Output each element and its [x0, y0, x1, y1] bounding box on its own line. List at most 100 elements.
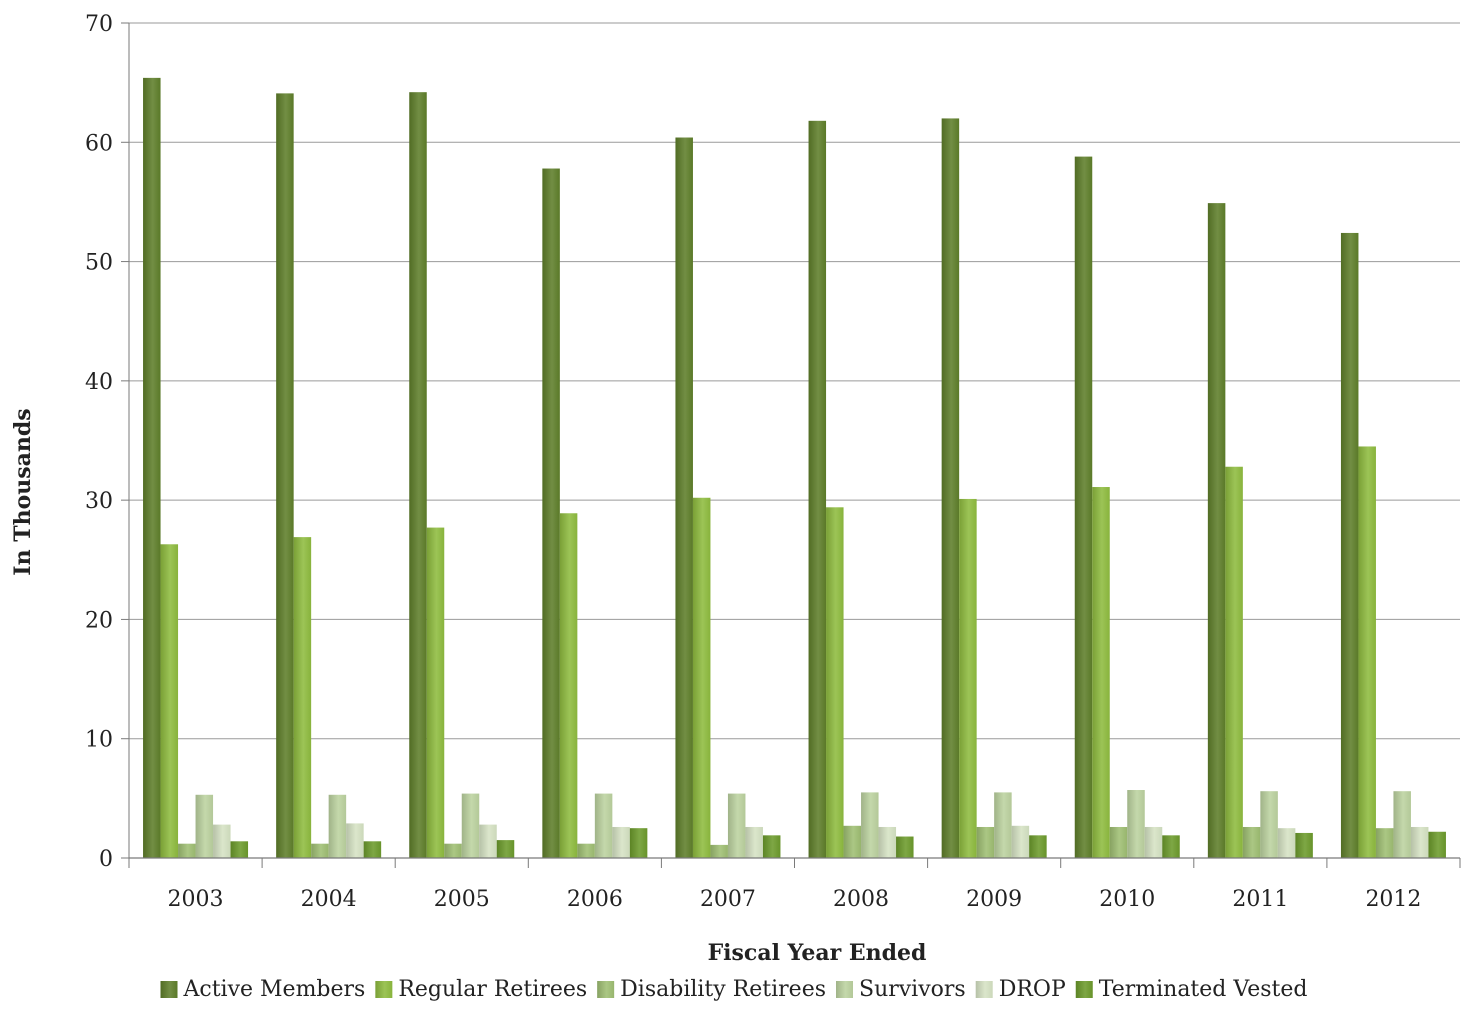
- bar-regular-retirees-2005: [426, 527, 445, 858]
- x-tick-label: 2007: [700, 887, 756, 912]
- legend-swatch: [160, 981, 178, 998]
- y-axis-label: In Thousands: [10, 408, 36, 575]
- bar-disability-retirees-2012: [1375, 828, 1394, 858]
- bar-disability-retirees-2003: [178, 843, 196, 858]
- y-tick-label: 60: [85, 131, 113, 156]
- x-tick-label: 2010: [1099, 887, 1155, 912]
- bar-terminated-vested-2006: [629, 828, 648, 858]
- bar-terminated-vested-2010: [1162, 835, 1180, 858]
- bar-terminated-vested-2007: [762, 835, 781, 858]
- bar-disability-retirees-2011: [1242, 826, 1261, 858]
- bar-terminated-vested-2011: [1295, 832, 1313, 858]
- legend-swatch: [375, 981, 393, 998]
- legend-label: Active Members: [183, 977, 366, 1002]
- legend-item: Regular Retirees: [375, 977, 587, 1002]
- bar-terminated-vested-2012: [1428, 831, 1446, 858]
- bar-survivors-2012: [1393, 791, 1411, 858]
- bar-regular-retirees-2008: [826, 507, 844, 858]
- bar-active-members-2005: [409, 92, 427, 858]
- bar-terminated-vested-2003: [230, 841, 249, 858]
- bar-survivors-2007: [727, 793, 746, 858]
- bar-regular-retirees-2011: [1225, 466, 1243, 858]
- y-tick-label: 40: [85, 370, 113, 395]
- x-axis-label: Fiscal Year Ended: [708, 940, 927, 966]
- bar-terminated-vested-2009: [1029, 835, 1047, 858]
- bar-survivors-2010: [1127, 790, 1145, 858]
- bar-survivors-2005: [461, 793, 480, 858]
- bar-regular-retirees-2006: [559, 513, 578, 858]
- bar-disability-retirees-2010: [1109, 826, 1128, 858]
- bar-active-members-2009: [941, 118, 960, 858]
- bar-active-members-2010: [1074, 156, 1093, 859]
- y-tick-label: 10: [85, 728, 113, 753]
- legend: Active Members Regular Retirees Disability…: [160, 977, 1308, 1002]
- bar-drop-2007: [745, 826, 763, 858]
- legend-label: DROP: [999, 977, 1066, 1002]
- x-tick-label: 2005: [434, 887, 490, 912]
- bar-disability-retirees-2004: [311, 843, 329, 858]
- y-tick-label: 0: [99, 847, 113, 872]
- bar-drop-2004: [346, 823, 364, 858]
- bar-terminated-vested-2005: [496, 840, 515, 858]
- x-tick-label: 2004: [301, 887, 357, 912]
- bar-terminated-vested-2008: [896, 836, 914, 858]
- bar-drop-2010: [1144, 826, 1163, 858]
- bar-active-members-2007: [675, 137, 693, 858]
- bar-survivors-2004: [328, 794, 347, 858]
- y-tick-label: 30: [85, 489, 113, 514]
- bar-active-members-2003: [143, 77, 161, 858]
- x-tick-labels: 2003 2004 2005 2006 2007 2008 2009 2010 2011 2012: [128, 858, 1461, 912]
- legend-label: Regular Retirees: [398, 977, 587, 1002]
- y-tick-labels: 0 10 20 30 40 50 60 70: [85, 12, 113, 872]
- bar-regular-retirees-2010: [1092, 487, 1110, 858]
- bar-disability-retirees-2006: [577, 843, 595, 858]
- legend-swatch: [1075, 981, 1093, 998]
- bar-drop-2011: [1277, 828, 1296, 858]
- bar-disability-retirees-2008: [843, 825, 862, 858]
- legend-swatch: [836, 981, 853, 998]
- y-tick-label: 20: [85, 608, 113, 633]
- bar-survivors-2006: [594, 793, 613, 858]
- bar-disability-retirees-2009: [976, 826, 995, 858]
- bar-survivors-2003: [195, 794, 214, 858]
- bar-drop-2008: [878, 826, 897, 858]
- legend-item: DROP: [975, 977, 1066, 1002]
- bar-active-members-2006: [542, 168, 560, 858]
- bar-drop-2009: [1011, 825, 1030, 858]
- bar-drop-2006: [612, 826, 630, 858]
- legend-item: Terminated Vested: [1075, 977, 1308, 1002]
- bar-drop-2005: [479, 824, 497, 858]
- y-tick-label: 50: [85, 251, 113, 276]
- bar-disability-retirees-2005: [444, 843, 462, 858]
- bar-regular-retirees-2003: [160, 544, 179, 858]
- bars: [143, 77, 1446, 859]
- bar-drop-2012: [1410, 826, 1429, 858]
- legend-label: Survivors: [859, 977, 966, 1002]
- x-tick-label: 2012: [1365, 887, 1421, 912]
- bar-active-members-2008: [808, 120, 827, 859]
- x-tick-label: 2011: [1232, 887, 1288, 912]
- legend-label: Terminated Vested: [1099, 977, 1308, 1002]
- x-tick-label: 2003: [168, 887, 224, 912]
- bar-survivors-2008: [861, 792, 879, 858]
- legend-swatch: [975, 981, 993, 998]
- bar-regular-retirees-2009: [959, 498, 977, 858]
- legend-label: Disability Retirees: [620, 977, 826, 1002]
- gridlines: [121, 22, 1460, 859]
- bar-active-members-2012: [1340, 232, 1359, 858]
- legend-swatch: [597, 981, 615, 998]
- bar-regular-retirees-2012: [1358, 446, 1376, 858]
- axes: [128, 23, 1460, 859]
- legend-item: Survivors: [836, 977, 966, 1002]
- legend-item: Disability Retirees: [597, 977, 826, 1002]
- bar-survivors-2011: [1260, 791, 1278, 858]
- y-tick-label: 70: [85, 12, 113, 37]
- bar-active-members-2004: [276, 93, 294, 859]
- x-tick-label: 2008: [833, 887, 889, 912]
- bar-regular-retirees-2007: [692, 497, 711, 858]
- bar-active-members-2011: [1207, 203, 1226, 858]
- bar-survivors-2009: [994, 792, 1012, 858]
- legend-item: Active Members: [160, 977, 366, 1002]
- bar-regular-retirees-2004: [293, 537, 312, 858]
